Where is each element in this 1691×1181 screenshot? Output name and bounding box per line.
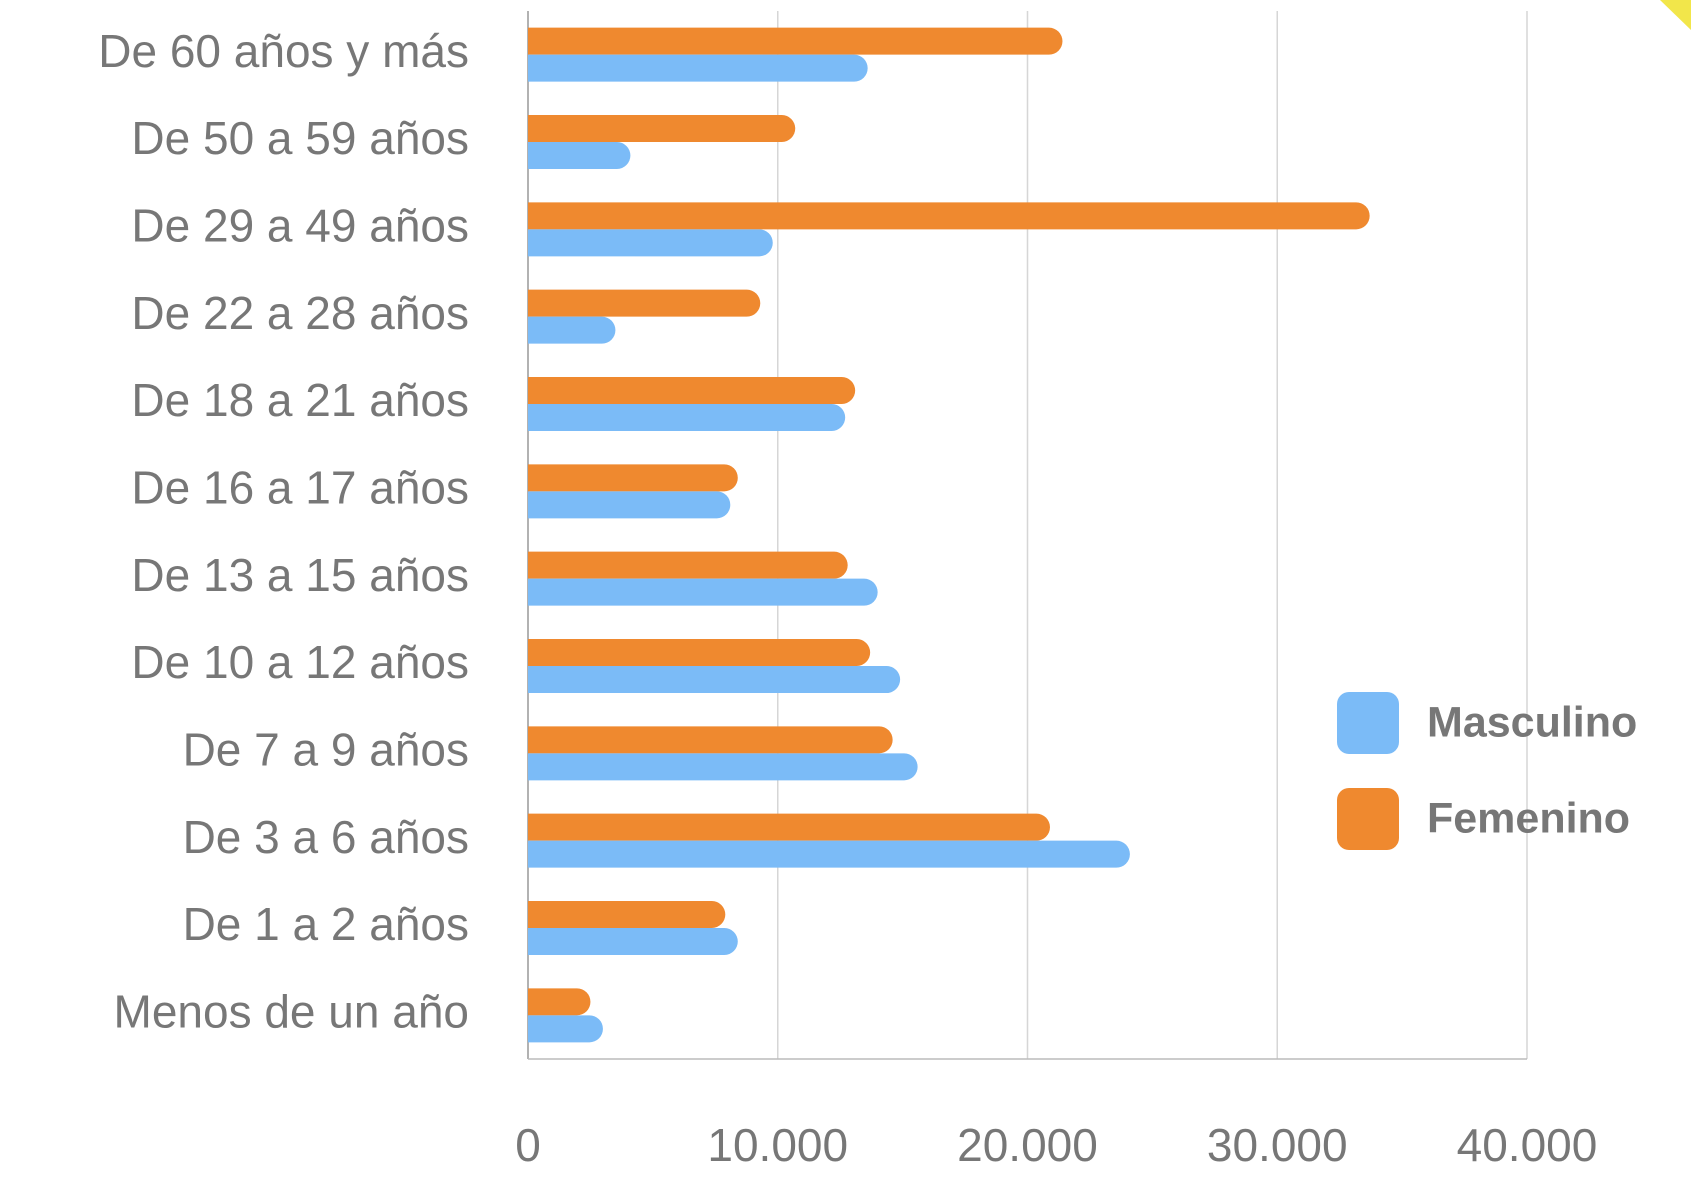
y-tick-label: De 50 a 59 años [131,112,469,164]
bar [528,229,773,257]
bar [528,289,761,317]
bar [528,928,738,955]
bar [528,464,738,492]
bar [528,491,731,519]
bar [528,142,631,169]
y-tick-label: Menos de un año [114,985,470,1037]
y-tick-label: De 3 a 6 años [183,811,469,863]
bar [528,115,796,142]
y-tick-label: De 29 a 49 años [131,199,469,251]
y-tick-label: De 18 a 21 años [131,374,469,426]
bar [528,813,1050,841]
legend-swatch [1337,692,1399,754]
x-tick-label: 40.000 [1457,1119,1598,1171]
y-tick-label: De 10 a 12 años [131,636,469,688]
bar [528,202,1370,230]
bar [528,404,846,431]
bar [528,54,868,82]
x-tick-label: 20.000 [957,1119,1098,1171]
legend-label: Femenino [1427,794,1630,842]
bar [528,27,1063,55]
legend-label: Masculino [1427,698,1637,746]
bar [528,840,1130,868]
bar [528,316,616,344]
bar [528,578,878,606]
y-tick-label: De 16 a 17 años [131,461,469,513]
bar [528,726,893,754]
y-tick-label: De 1 a 2 años [183,898,469,950]
x-tick-label: 10.000 [707,1119,848,1171]
y-tick-label: De 13 a 15 años [131,549,469,601]
y-tick-label: De 60 años y más [98,25,469,77]
bar [528,1015,603,1043]
bar [528,753,918,781]
bar [528,551,848,579]
bar [528,639,871,666]
bar [528,988,591,1016]
corner-decoration [1660,0,1691,30]
bar [528,377,856,404]
bar [528,900,726,928]
x-tick-label: 0 [515,1119,541,1171]
legend-swatch [1337,788,1399,850]
x-tick-label: 30.000 [1207,1119,1348,1171]
y-tick-label: De 22 a 28 años [131,287,469,339]
y-tick-label: De 7 a 9 años [183,723,469,775]
bar [528,666,901,693]
